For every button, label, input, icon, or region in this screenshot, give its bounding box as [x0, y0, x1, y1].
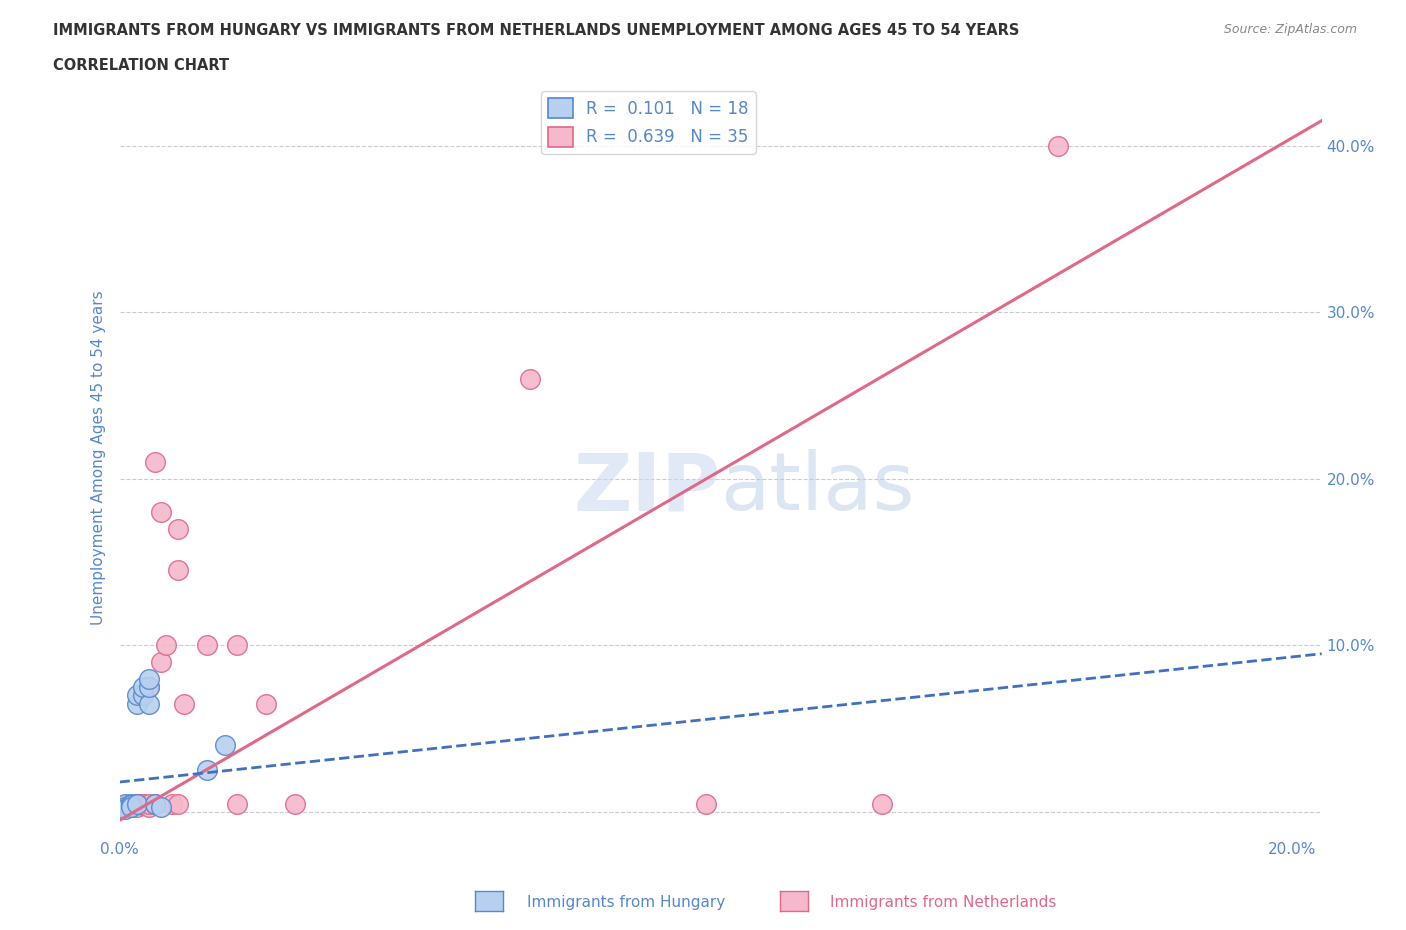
Point [114, 800, 136, 815]
Text: Immigrants from Netherlands: Immigrants from Netherlands [830, 895, 1056, 910]
Point [149, 655, 172, 670]
Point [214, 737, 236, 752]
Point [519, 371, 541, 386]
Point [225, 638, 247, 653]
Point [1046, 139, 1069, 153]
Text: Source: ZipAtlas.com: Source: ZipAtlas.com [1223, 23, 1357, 36]
Point [120, 798, 142, 813]
Point [132, 680, 155, 695]
Point [114, 798, 136, 813]
Point [197, 763, 219, 777]
Point [120, 798, 142, 813]
Point [173, 697, 195, 711]
Point [127, 796, 149, 811]
Point [127, 798, 149, 813]
Point [143, 455, 166, 470]
Point [120, 800, 142, 815]
Point [138, 671, 160, 686]
Point [114, 796, 136, 811]
Text: ZIP: ZIP [574, 449, 720, 527]
Point [695, 796, 717, 811]
Point [162, 796, 184, 811]
Point [127, 800, 149, 815]
Point [284, 796, 307, 811]
Point [127, 796, 149, 811]
Point [127, 697, 149, 711]
Point [132, 796, 155, 811]
Y-axis label: Unemployment Among Ages 45 to 54 years: Unemployment Among Ages 45 to 54 years [91, 291, 107, 625]
Point [167, 563, 190, 578]
Legend: R =  0.101   N = 18, R =  0.639   N = 35: R = 0.101 N = 18, R = 0.639 N = 35 [541, 91, 755, 153]
Point [167, 522, 190, 537]
Point [870, 796, 893, 811]
Text: CORRELATION CHART: CORRELATION CHART [53, 58, 229, 73]
Point [120, 796, 142, 811]
Text: Immigrants from Hungary: Immigrants from Hungary [527, 895, 725, 910]
Point [114, 800, 136, 815]
Point [138, 680, 160, 695]
Point [132, 798, 155, 813]
Point [138, 800, 160, 815]
Point [143, 796, 166, 811]
Point [254, 697, 277, 711]
Point [114, 800, 136, 815]
Point [132, 796, 155, 811]
Point [127, 796, 149, 811]
Point [127, 688, 149, 703]
Point [132, 688, 155, 703]
Point [167, 796, 190, 811]
Point [225, 796, 247, 811]
Point [114, 802, 136, 817]
Text: IMMIGRANTS FROM HUNGARY VS IMMIGRANTS FROM NETHERLANDS UNEMPLOYMENT AMONG AGES 4: IMMIGRANTS FROM HUNGARY VS IMMIGRANTS FR… [53, 23, 1019, 38]
Text: atlas: atlas [720, 449, 915, 527]
Point [155, 638, 177, 653]
Point [120, 800, 142, 815]
Point [143, 796, 166, 811]
Point [120, 800, 142, 815]
Point [197, 638, 219, 653]
Point [138, 680, 160, 695]
Point [138, 697, 160, 711]
Point [149, 800, 172, 815]
Point [149, 505, 172, 520]
Point [138, 796, 160, 811]
